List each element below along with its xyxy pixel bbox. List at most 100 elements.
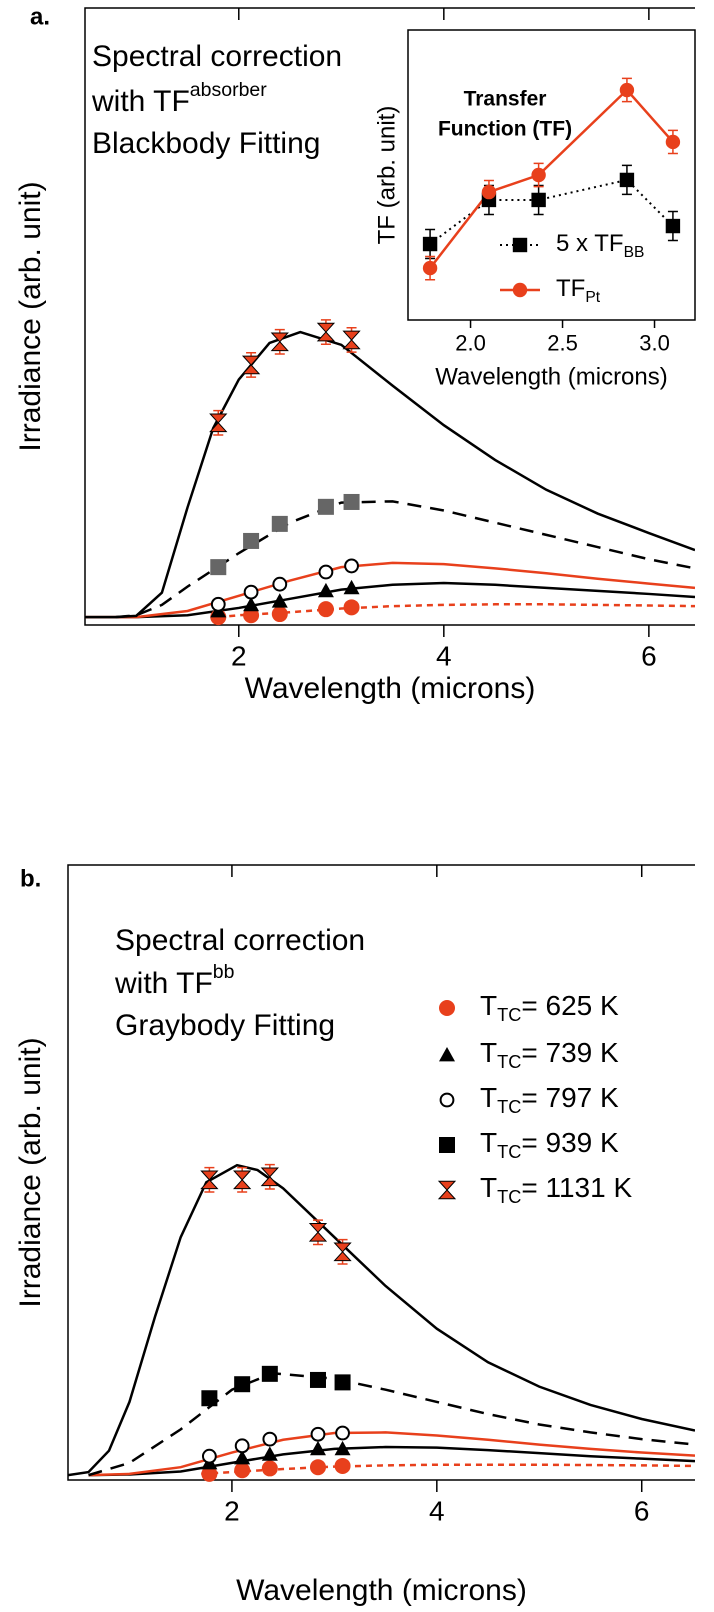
marker [317, 601, 334, 618]
marker [334, 1374, 351, 1391]
marker [531, 167, 546, 183]
fit-curve [88, 1371, 695, 1477]
marker [210, 559, 227, 576]
marker [318, 564, 334, 580]
marker [201, 1448, 217, 1464]
marker [309, 1459, 326, 1476]
annotation-text: with TF [114, 967, 213, 1000]
marker [334, 1440, 351, 1456]
fit-curve [85, 330, 695, 619]
marker [317, 582, 334, 598]
marker [665, 218, 681, 234]
marker [243, 596, 260, 612]
x-tick-label: 2 [224, 1495, 240, 1526]
legend-marker [437, 1180, 457, 1200]
inset-title: Function (TF) [438, 118, 572, 141]
panel: 2 4 6 Wavelength (microns) Irradiance (arb. … [14, 3, 695, 705]
legend-name: T [480, 1037, 497, 1068]
legend-name: T [480, 1172, 497, 1203]
x-axis-label: Wavelength (microns) [245, 672, 536, 705]
legend-label: TTC= 739 K [480, 1037, 619, 1071]
marker [309, 1371, 326, 1388]
x-axis-label: Wavelength (microns) [435, 363, 668, 390]
plot-frame [67, 864, 695, 1481]
legend-marker [439, 1000, 455, 1016]
fit-curve [85, 561, 695, 619]
legend-marker [512, 282, 528, 298]
fit-curve [115, 500, 695, 619]
legend-label: TTC= 625 K [480, 990, 619, 1024]
marker [271, 606, 288, 623]
marker [261, 1460, 278, 1477]
marker [531, 192, 546, 208]
annotation-text: Graybody Fitting [115, 1009, 335, 1042]
marker [481, 184, 497, 200]
marker [234, 1450, 251, 1465]
x-tick-label: 6 [634, 1495, 650, 1526]
marker [344, 558, 359, 574]
plot-frame [84, 7, 695, 626]
annotation: with TFabsorber [91, 79, 267, 118]
marker [335, 1425, 350, 1441]
marker [309, 1440, 326, 1456]
panel-label: b. [20, 865, 41, 892]
marker [234, 1376, 251, 1393]
x-tick-label: 2.5 [547, 330, 578, 355]
legend-rest: = 1131 K [521, 1172, 632, 1203]
x-tick-label: 4 [429, 1495, 445, 1526]
x-tick-label: 2 [231, 640, 247, 671]
legend-name: 5 x TF [556, 230, 624, 257]
legend-sub: TC [497, 1187, 521, 1207]
legend-rest: = 939 K [521, 1127, 619, 1158]
marker [241, 355, 261, 375]
marker [308, 1222, 328, 1242]
marker [234, 1438, 250, 1454]
marker [261, 1365, 278, 1382]
panel-label: a. [30, 3, 50, 30]
marker [201, 1390, 218, 1407]
legend-label: TTC= 797 K [480, 1082, 619, 1116]
legend-rest: = 625 K [521, 990, 619, 1021]
annotation-text: Spectral correction [115, 924, 365, 957]
legend-marker [439, 1047, 455, 1062]
marker [343, 493, 360, 510]
marker [333, 1242, 352, 1262]
annotation: Spectral correction [92, 40, 342, 73]
legend-name: T [480, 1082, 497, 1113]
fit-curve [68, 1163, 695, 1477]
y-axis-label: TF (arb. unit) [373, 106, 400, 245]
fit-curve [85, 581, 695, 619]
fit-curve [88, 1431, 695, 1477]
annotation: Spectral correction [115, 924, 365, 957]
marker [234, 1462, 251, 1479]
legend-label: TTC= 1131 K [480, 1172, 632, 1206]
legend-sub: TC [497, 1052, 521, 1072]
legend-marker [512, 237, 528, 253]
marker [260, 1167, 279, 1187]
marker [272, 576, 288, 592]
panel: 2.0 2.5 3.0 Wavelength (microns) TF (arb. un… [373, 29, 696, 390]
annotation-text: with TF [91, 85, 190, 118]
marker [316, 322, 336, 342]
legend-label: TTC= 939 K [480, 1127, 619, 1161]
annotation-sup: absorber [190, 79, 267, 101]
marker [310, 1426, 326, 1442]
legend-rest: = 739 K [521, 1037, 619, 1068]
marker [262, 1431, 278, 1447]
legend-marker [439, 1092, 455, 1108]
legend-sub: BB [624, 244, 645, 261]
fit-curve [88, 1445, 695, 1477]
marker [665, 134, 681, 150]
plot-frame [407, 29, 696, 321]
marker [270, 332, 289, 352]
marker [243, 532, 260, 549]
annotation: Graybody Fitting [115, 1009, 335, 1042]
marker [243, 584, 259, 600]
marker [271, 593, 288, 608]
marker [261, 1446, 278, 1461]
marker [343, 599, 360, 616]
x-tick-label: 2.0 [455, 330, 486, 355]
legend-sub: TC [497, 1142, 521, 1162]
marker [210, 596, 226, 612]
